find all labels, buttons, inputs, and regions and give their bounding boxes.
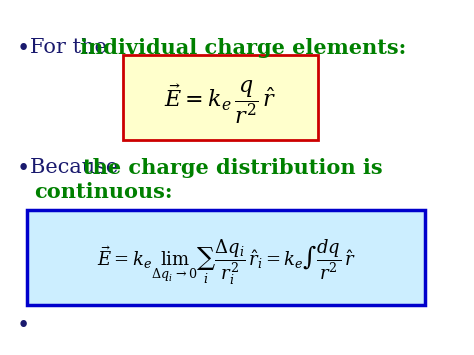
Text: •: •: [17, 38, 30, 60]
Text: •: •: [17, 158, 30, 180]
Text: $\vec{E} = k_e\,\dfrac{q}{r^2}\,\hat{r}$: $\vec{E} = k_e\,\dfrac{q}{r^2}\,\hat{r}$: [164, 79, 277, 126]
Text: •: •: [17, 315, 30, 337]
Text: individual charge elements:: individual charge elements:: [80, 38, 406, 58]
Text: continuous:: continuous:: [34, 182, 173, 202]
Text: the charge distribution is: the charge distribution is: [82, 158, 382, 178]
Text: Because: Because: [30, 158, 125, 177]
Text: $\vec{E} = k_e \lim_{\Delta q_i \to 0} \sum_i \dfrac{\Delta q_i}{r_i^2}\,\hat{r}: $\vec{E} = k_e \lim_{\Delta q_i \to 0} \…: [97, 238, 356, 287]
Text: For the: For the: [30, 38, 114, 57]
FancyBboxPatch shape: [123, 55, 318, 140]
FancyBboxPatch shape: [27, 210, 425, 305]
